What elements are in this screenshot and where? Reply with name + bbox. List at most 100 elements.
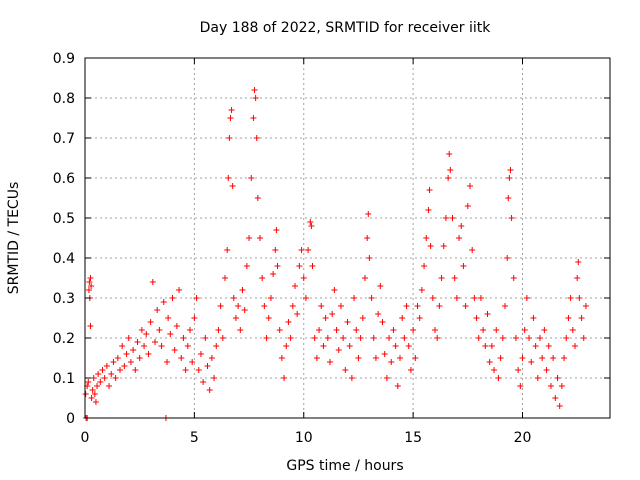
data-point: [90, 375, 97, 381]
data-point: [453, 295, 460, 301]
data-point: [110, 359, 117, 365]
data-point: [316, 327, 323, 333]
data-point: [390, 327, 397, 333]
data-point: [229, 183, 236, 189]
data-point: [569, 327, 576, 333]
data-point: [537, 335, 543, 341]
data-point: [97, 379, 104, 385]
data-point: [392, 343, 399, 349]
data-point: [370, 335, 377, 341]
x-axis-label: GPS time / hours: [286, 458, 403, 474]
data-point: [407, 367, 414, 373]
data-point: [294, 311, 301, 317]
y-tick-label: 0.3: [53, 291, 75, 307]
data-point: [191, 315, 198, 321]
data-point: [322, 315, 329, 321]
data-point: [394, 383, 401, 389]
data-point: [545, 343, 552, 349]
data-point: [327, 359, 333, 365]
data-point: [449, 215, 456, 221]
data-point: [119, 343, 126, 349]
data-point: [541, 327, 548, 333]
data-point: [227, 115, 234, 121]
x-tick-label: 20: [514, 430, 532, 446]
data-point: [276, 327, 283, 333]
data-point: [346, 343, 353, 349]
data-point: [300, 275, 307, 281]
data-point: [176, 287, 183, 293]
data-point: [156, 327, 163, 333]
data-point: [401, 335, 408, 341]
data-point: [405, 343, 412, 349]
ticks-layer: 0 0.1 0.2 0.3 0.4 0.5 0.6 0.7 0.8 0.9 0 5 10 15 20: [53, 51, 610, 446]
data-point: [302, 295, 309, 301]
data-point: [193, 295, 200, 301]
data-point: [510, 275, 517, 281]
data-point: [285, 319, 292, 325]
data-point: [318, 303, 325, 309]
data-point: [114, 355, 121, 361]
data-point: [475, 335, 482, 341]
data-point: [366, 255, 373, 261]
data-point: [432, 327, 438, 333]
data-point: [171, 347, 178, 353]
data-point: [348, 375, 355, 381]
data-point: [217, 303, 224, 309]
plot-frame: [84, 57, 611, 419]
data-point: [460, 263, 467, 269]
data-point: [410, 327, 417, 333]
data-point: [480, 327, 487, 333]
data-point: [261, 303, 268, 309]
x-tick-label: 15: [404, 430, 422, 446]
data-point: [85, 287, 92, 293]
data-point: [270, 271, 277, 277]
data-point: [89, 387, 96, 393]
data-point: [456, 235, 463, 241]
data-point: [125, 335, 132, 341]
data-point: [108, 371, 115, 377]
data-point: [467, 183, 473, 189]
data-point: [412, 355, 419, 361]
data-point: [351, 295, 358, 301]
data-point: [243, 263, 250, 269]
data-point: [152, 339, 158, 345]
data-point: [263, 335, 270, 341]
data-point: [575, 259, 582, 265]
data-point: [372, 355, 379, 361]
data-point: [365, 211, 372, 217]
data-point: [206, 387, 213, 393]
data-point: [141, 343, 148, 349]
data-point: [228, 107, 235, 113]
data-point: [484, 311, 491, 317]
data-point: [563, 335, 570, 341]
data-point: [416, 315, 423, 321]
data-point: [333, 327, 340, 333]
data-point: [425, 207, 432, 213]
data-point: [578, 315, 585, 321]
y-axis-label: SRMTID / TECUs: [6, 182, 22, 295]
data-point: [103, 363, 110, 369]
data-point: [138, 327, 145, 333]
data-point: [523, 295, 530, 301]
data-point: [355, 355, 362, 361]
data-point: [451, 275, 458, 281]
data-point: [88, 395, 95, 401]
data-point: [423, 235, 430, 241]
data-point: [87, 323, 94, 329]
data-point: [462, 303, 469, 309]
data-point: [112, 375, 119, 381]
data-point: [447, 167, 454, 173]
data-point: [248, 175, 255, 181]
data-point: [204, 363, 211, 369]
data-point: [386, 335, 393, 341]
data-point: [388, 359, 395, 365]
data-point: [252, 95, 259, 101]
data-point: [534, 375, 541, 381]
data-point: [567, 295, 574, 301]
data-point: [561, 355, 568, 361]
points-layer: [82, 87, 589, 421]
data-point: [224, 247, 231, 253]
x-tick-label: 5: [190, 430, 199, 446]
